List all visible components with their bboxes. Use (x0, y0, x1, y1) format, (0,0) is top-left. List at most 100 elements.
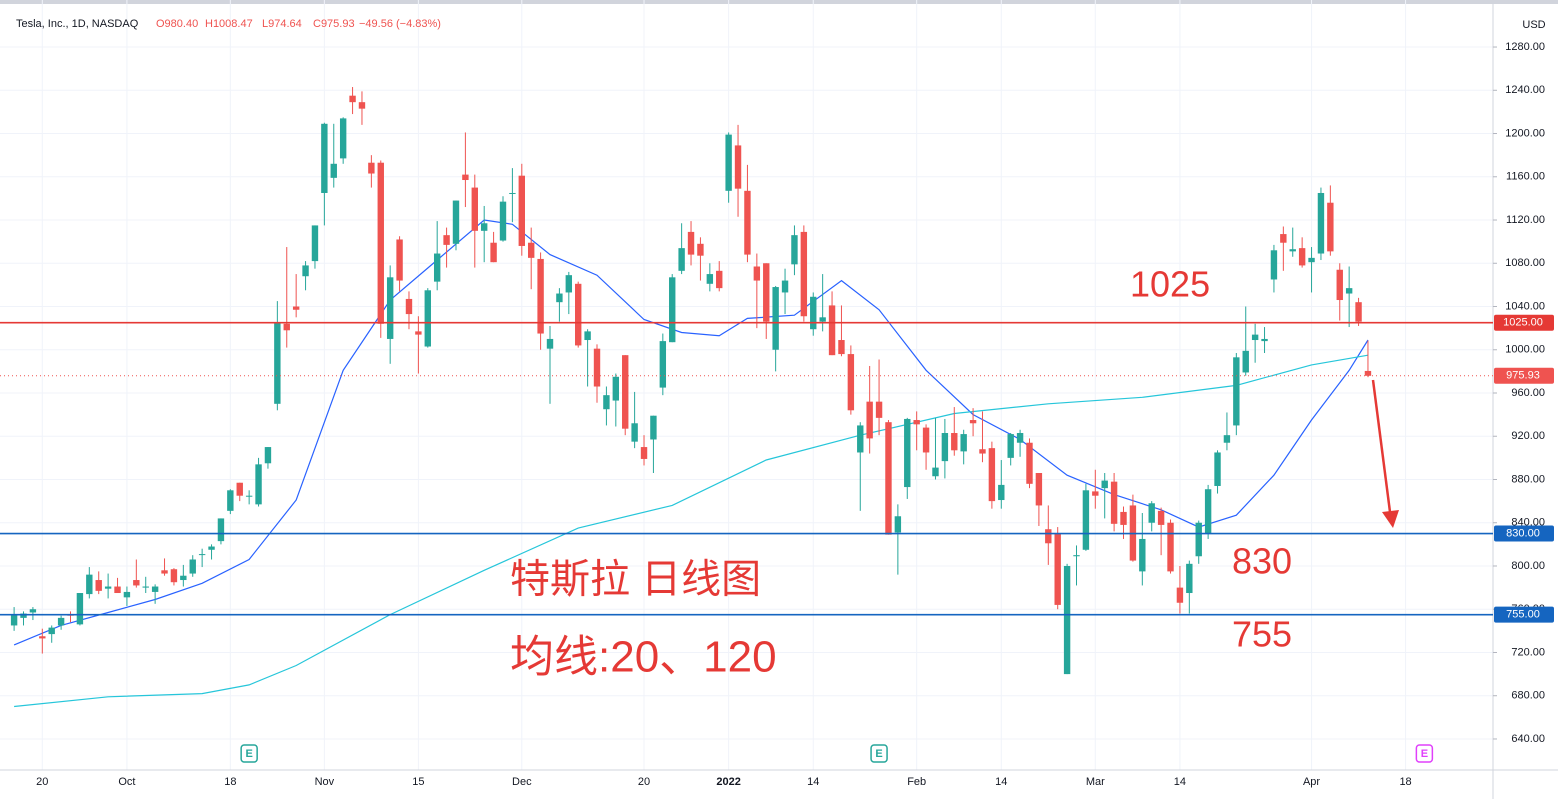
candle-body (151, 586, 159, 592)
x-tick-label: Feb (907, 776, 926, 788)
candle-body (1223, 435, 1231, 443)
candle-body (575, 283, 582, 346)
candle-body (1214, 452, 1221, 486)
y-tick-label: 1160.00 (1506, 171, 1545, 183)
x-tick-label: 18 (1399, 776, 1411, 788)
x-tick-label: 2022 (716, 776, 740, 788)
candle-body (1016, 433, 1024, 443)
candle-body (208, 546, 215, 550)
candle-body (1073, 555, 1080, 557)
candle-body (462, 174, 469, 181)
candle-body (1110, 481, 1118, 524)
candle-body (1280, 234, 1287, 243)
chart-title: Tesla, Inc., 1D, NASDAQ (16, 18, 139, 30)
candle-body (452, 200, 460, 244)
candle-body (386, 277, 394, 339)
candle-body (1355, 302, 1362, 322)
candle-body (1317, 192, 1325, 254)
candle-body (988, 448, 996, 502)
y-tick-label: 640.00 (1511, 733, 1545, 745)
candle-body (1195, 522, 1202, 557)
candle-body (170, 569, 178, 583)
quote-value: L974.64 (262, 18, 302, 30)
earnings-label: E (245, 748, 252, 760)
level-label: 755.00 (1506, 609, 1540, 621)
y-tick-label: 1280.00 (1505, 41, 1545, 53)
candle-body (659, 341, 667, 388)
candle-body (979, 449, 986, 454)
candle-body (1261, 338, 1268, 342)
candle-body (932, 467, 939, 477)
candle-body (951, 433, 958, 451)
candle-body (274, 322, 281, 404)
candle-body (339, 118, 347, 159)
candle-body (433, 253, 441, 282)
last-price-box (1494, 367, 1554, 384)
candle-body (349, 95, 356, 103)
candle-body (405, 298, 413, 315)
earnings-marker (1415, 744, 1434, 763)
level-label: 1025.00 (1503, 317, 1543, 329)
x-tick-label: Oct (118, 776, 135, 788)
candle-body (791, 235, 798, 265)
candle-body (800, 231, 808, 317)
candle-body (866, 401, 873, 439)
candle-body (104, 586, 112, 589)
candle-body (1063, 565, 1071, 675)
candle-body (875, 401, 883, 418)
candle-body (960, 434, 967, 452)
candle-body (1364, 370, 1372, 376)
x-tick-label: Mar (1086, 776, 1105, 788)
level-label-box (1494, 314, 1554, 331)
candle-body (1289, 249, 1296, 252)
candle-body (1308, 257, 1315, 263)
currency: USD (1522, 19, 1545, 31)
y-tick-label: 720.00 (1511, 646, 1545, 658)
candle-body (377, 162, 384, 324)
candle-body (772, 287, 779, 350)
candle-body (245, 495, 253, 497)
candle-body (198, 554, 206, 556)
candle-body (189, 559, 196, 574)
candle-body (622, 355, 629, 429)
candle-body (1045, 529, 1052, 544)
annotation: 均线:20、120 (510, 633, 777, 682)
candle-body (1242, 350, 1249, 373)
x-tick-label: 20 (36, 776, 48, 788)
candle-body (471, 187, 478, 231)
candle-body (1148, 503, 1155, 523)
candle-body (1327, 202, 1334, 252)
moving-average (13, 219, 1369, 646)
candle-body (1298, 248, 1306, 266)
candle-body (998, 484, 1005, 501)
candle-body (593, 348, 601, 387)
candle-body (330, 163, 337, 178)
candle-body (180, 575, 187, 581)
candle-body (1251, 334, 1259, 341)
candle-body (1176, 587, 1184, 603)
level-label-box (1494, 606, 1554, 623)
candle-body (1120, 511, 1127, 525)
candle-body (264, 447, 272, 464)
candle-body (838, 340, 845, 355)
arrow-shaft (1371, 379, 1392, 513)
candle-body (584, 331, 591, 341)
quote-value: H1008.47 (205, 18, 253, 30)
candle-body (292, 306, 300, 310)
candle-body (114, 586, 121, 594)
candle-body (57, 617, 65, 626)
candle-body (518, 175, 525, 246)
y-tick-label: 960.00 (1511, 387, 1545, 399)
candle-body (302, 265, 309, 277)
earnings-marker (240, 744, 258, 763)
candle-body (217, 518, 225, 542)
candle-body (255, 464, 262, 505)
candle-body (969, 420, 977, 424)
candle-body (537, 258, 544, 334)
candle-body (687, 231, 695, 255)
candle-body (1233, 357, 1240, 426)
candle-body (1026, 442, 1033, 484)
candle-body (1139, 538, 1146, 572)
quote-value: O980.40 (156, 18, 198, 30)
candle-body (734, 145, 742, 189)
